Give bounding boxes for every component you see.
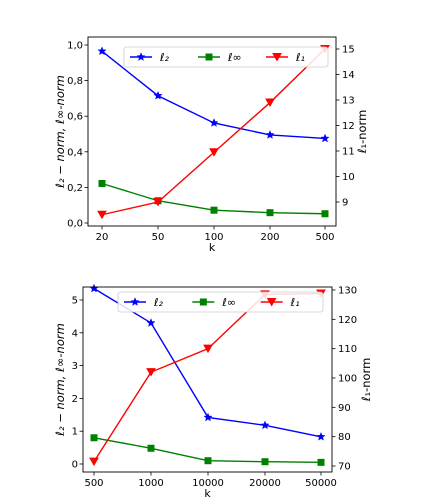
legend-label: ℓ∞: [221, 296, 236, 309]
y-right-tick-label: 14: [342, 70, 355, 81]
y-right-tick-label: 9: [342, 198, 348, 209]
y-left-axis-label: ℓ₂ − norm, ℓ∞-norm: [53, 75, 67, 189]
x-tick-label: 10000: [192, 478, 224, 489]
x-tick-label: 50000: [305, 478, 337, 489]
legend-marker: [136, 52, 146, 61]
legend-box: [123, 46, 329, 68]
y-right-axis-label: ℓ₁-norm: [359, 358, 373, 403]
data-point: [98, 179, 106, 187]
legend-label: ℓ₁: [295, 51, 305, 64]
y-left-tick-label: 0,8: [67, 76, 83, 87]
series-line-right-2: [93, 292, 322, 462]
data-point: [147, 444, 155, 452]
data-point: [260, 420, 270, 430]
y-right-tick-label: 110: [338, 344, 357, 355]
y-left-tick-label: 5: [72, 296, 78, 307]
legend-marker: [199, 298, 207, 306]
x-tick-label: 500: [315, 232, 334, 243]
y-right-tick-label: 120: [338, 315, 357, 326]
x-tick-label: 50: [152, 232, 165, 243]
data-point: [203, 344, 213, 354]
data-point: [146, 318, 156, 327]
y-left-tick-label: 0,6: [67, 112, 83, 123]
data-point: [97, 46, 107, 56]
data-point: [209, 148, 219, 157]
data-point: [320, 133, 330, 143]
y-right-tick-label: 15: [342, 45, 355, 56]
y-right-tick-label: 130: [338, 286, 357, 297]
plot-frame: [87, 36, 337, 227]
legend-marker: [266, 298, 277, 307]
data-point: [203, 412, 213, 422]
legend-label: ℓ∞: [227, 51, 242, 64]
x-tick-label: 20000: [249, 478, 281, 489]
y-right-tick-label: 13: [342, 96, 355, 107]
chart-1: 20 50 100 200 500 k 0,0 0,2 0,4 0,6 0,8 1,0 9 10 11 12 1…: [53, 36, 369, 254]
legend-box: [117, 291, 324, 313]
data-point: [204, 457, 212, 465]
data-point: [209, 118, 219, 127]
legend-label: ℓ₂: [153, 296, 164, 309]
data-point: [265, 129, 275, 139]
data-point: [321, 210, 329, 218]
x-tick-label: 100: [204, 232, 223, 243]
data-point: [97, 210, 107, 220]
y-left-tick-label: 0,0: [67, 219, 83, 230]
data-point: [153, 90, 163, 100]
legend-marker: [130, 297, 140, 306]
y-left-axis-label: ℓ₂ − norm, ℓ∞-norm: [53, 323, 67, 437]
plot-frame: [82, 286, 333, 473]
y-right-tick-label: 10: [342, 172, 355, 183]
y-left-tick-label: 0,2: [67, 183, 83, 194]
y-right-tick-label: 80: [338, 432, 351, 443]
y-right-tick-label: 70: [338, 462, 351, 473]
data-point: [146, 368, 156, 377]
legend-marker: [205, 53, 213, 61]
legend-label: ℓ₂: [159, 51, 170, 64]
data-point: [261, 458, 269, 466]
data-point: [265, 98, 275, 108]
y-left-tick-label: 2: [72, 394, 78, 405]
data-point: [316, 431, 326, 441]
y-left-tick-label: 1,0: [67, 41, 83, 52]
x-tick-label: 1000: [138, 478, 163, 489]
y-left-tick-label: 4: [72, 328, 78, 339]
y-right-axis-label: ℓ₁-norm: [355, 110, 369, 155]
y-right-tick-label: 11: [342, 147, 355, 158]
y-left-tick-label: 3: [72, 361, 78, 372]
data-point: [266, 209, 274, 217]
legend: ℓ₂ ℓ∞ ℓ₁: [117, 291, 324, 313]
x-tick-label: 500: [84, 478, 103, 489]
y-left-tick-label: 0,4: [67, 147, 83, 158]
data-point: [153, 198, 163, 207]
x-axis-label: k: [209, 241, 216, 254]
chart-2: 500 1000 10000 20000 50000 k 0 1 2 3 4 5 70 80 90 100 11…: [53, 283, 373, 500]
y-right-tick-label: 12: [342, 121, 355, 132]
legend-marker: [272, 53, 282, 62]
y-right-tick-label: 90: [338, 403, 351, 414]
y-right-tick-label: 100: [338, 374, 357, 385]
x-tick-label: 20: [96, 232, 109, 243]
data-point: [89, 457, 99, 467]
data-point: [90, 434, 98, 442]
legend: ℓ₂ ℓ∞ ℓ₁: [123, 46, 329, 68]
data-point: [210, 206, 218, 214]
legend-label: ℓ₁: [290, 296, 300, 309]
x-tick-label: 200: [260, 232, 279, 243]
series-line-right-2: [101, 48, 326, 216]
y-left-tick-label: 0: [72, 460, 78, 471]
y-left-tick-label: 1: [72, 427, 78, 438]
data-point: [317, 458, 325, 466]
x-axis-label: k: [204, 487, 211, 500]
